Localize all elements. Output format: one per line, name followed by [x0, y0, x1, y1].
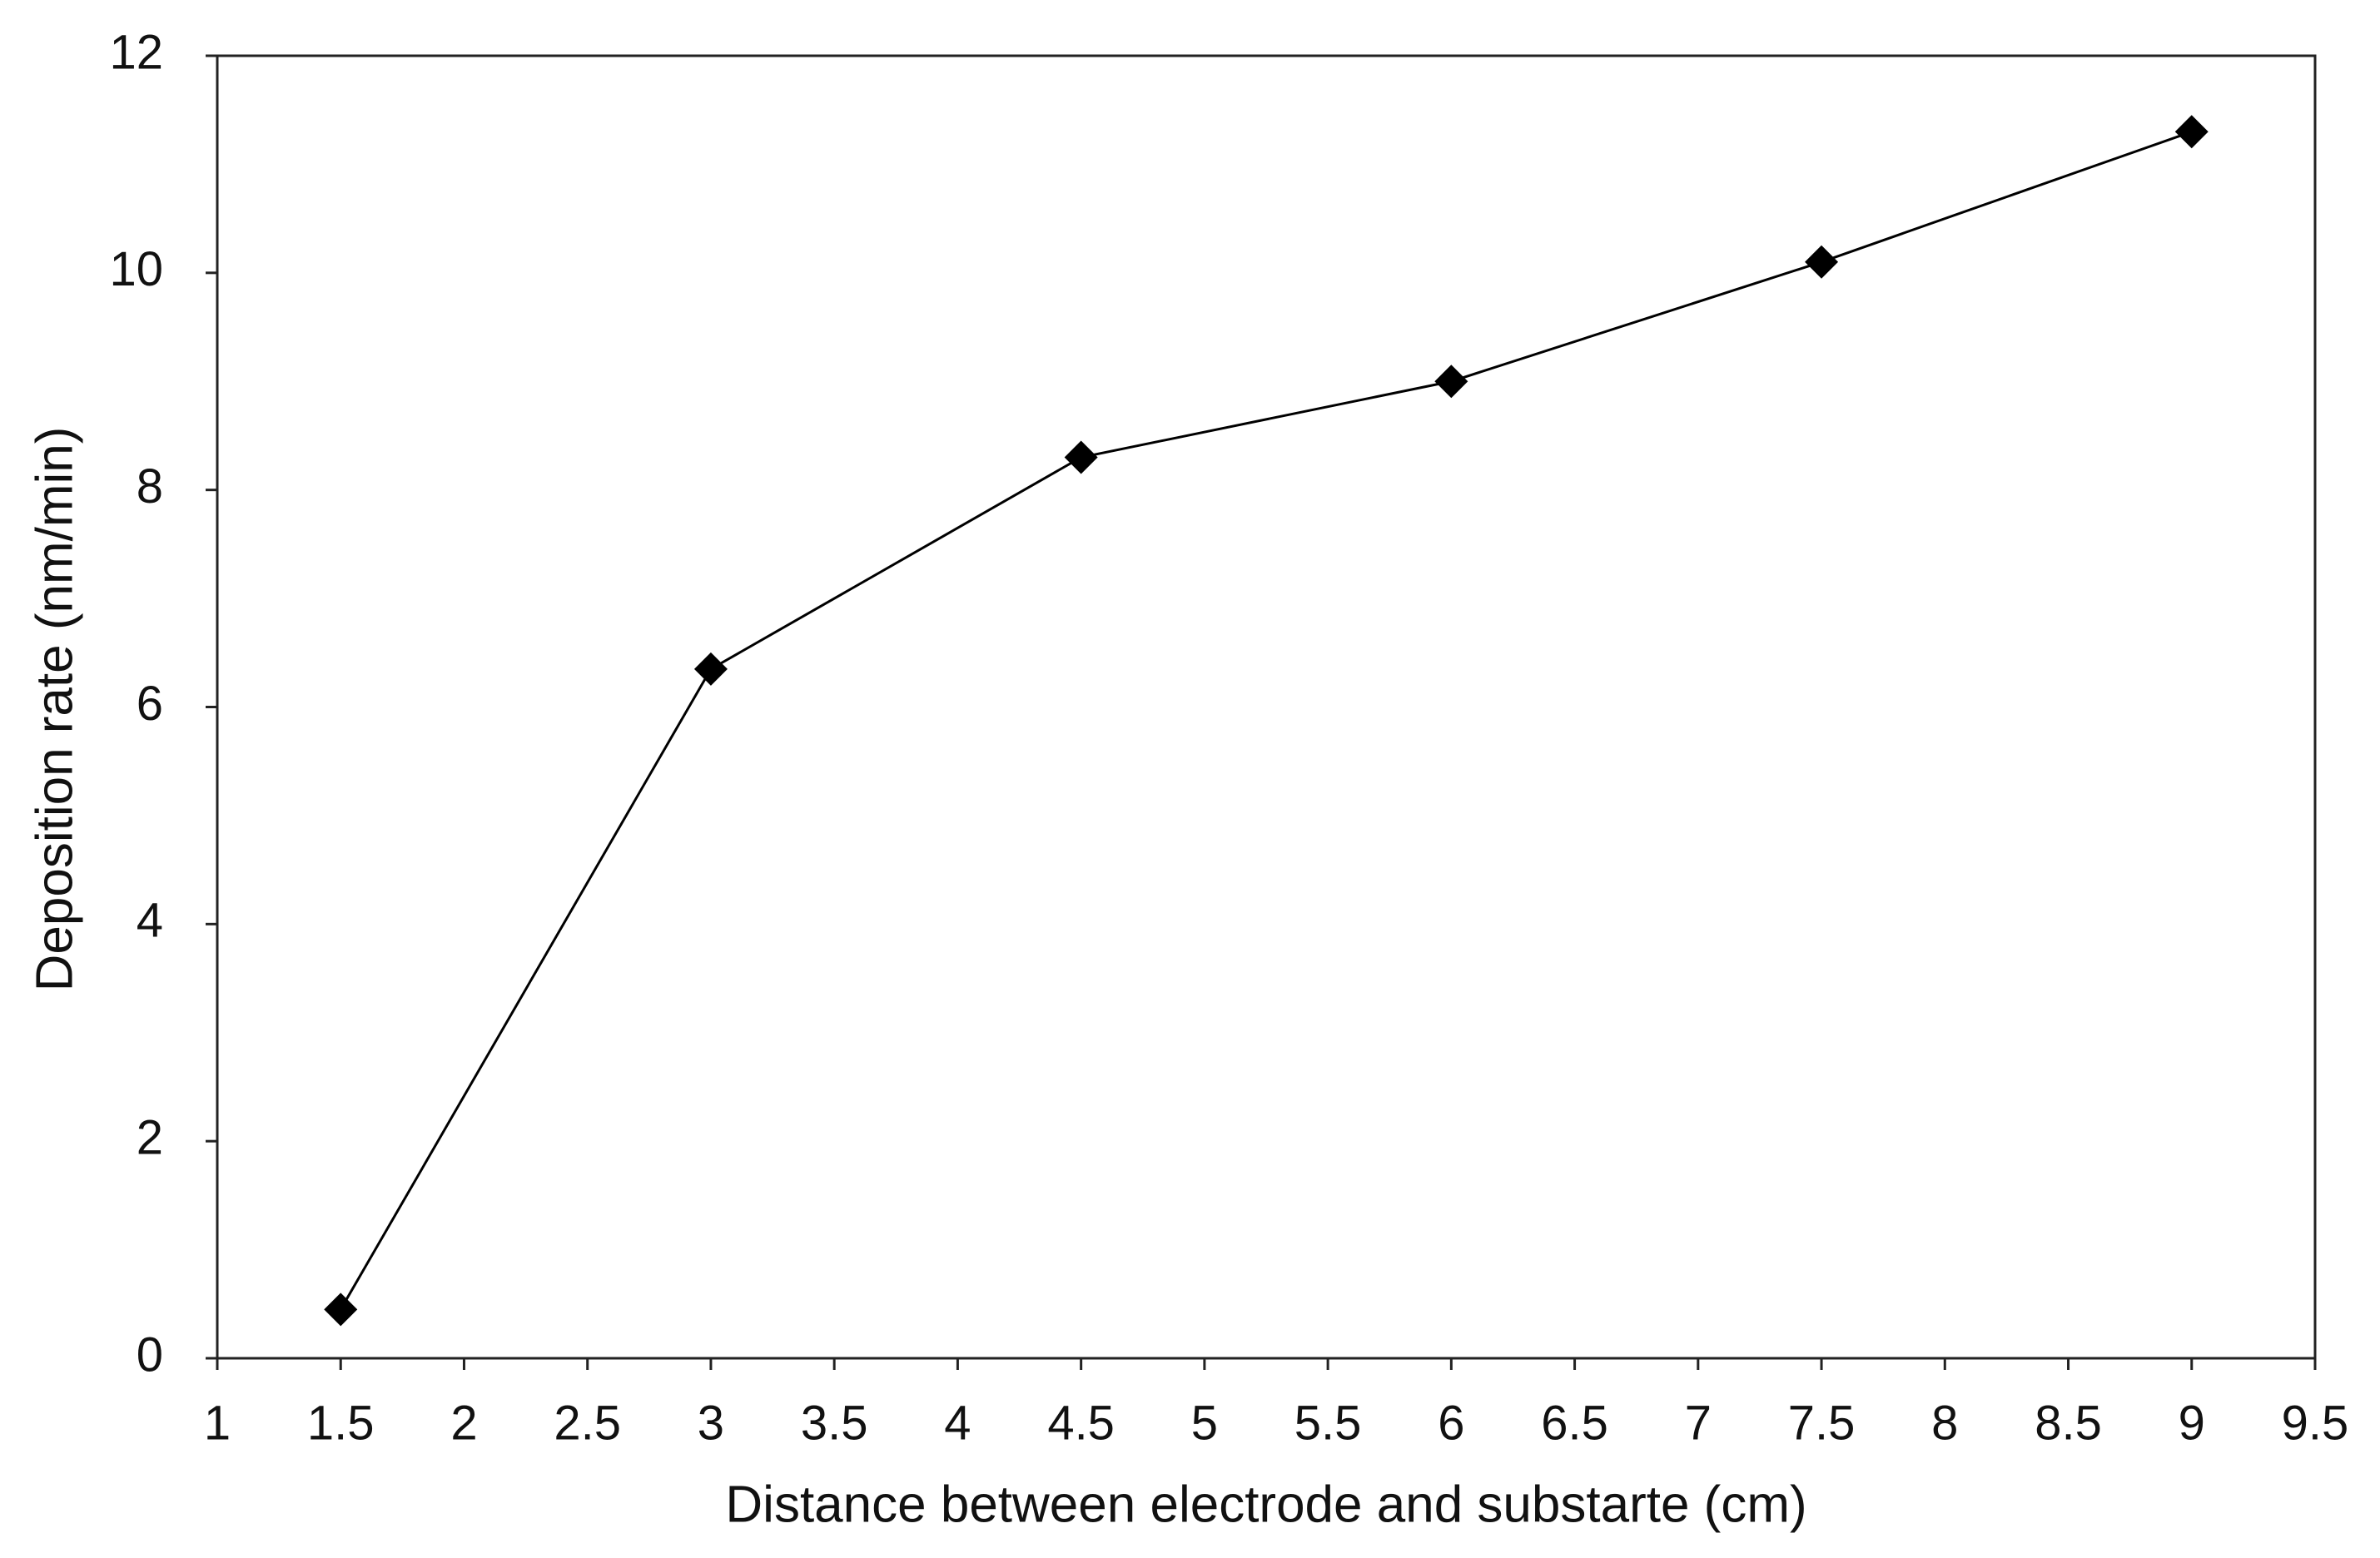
y-tick-label: 10: [109, 242, 163, 296]
x-tick-label: 6: [1438, 1396, 1464, 1450]
y-tick-label: 2: [137, 1110, 163, 1164]
plot-frame: [216, 54, 2317, 1360]
x-tick-label: 2: [450, 1396, 477, 1450]
x-tick-label: 2.5: [554, 1396, 621, 1450]
x-tick-label: 8.5: [2035, 1396, 2102, 1450]
data-point: [1064, 440, 1098, 474]
x-tick-label: 3.5: [801, 1396, 868, 1450]
y-tick-label: 12: [109, 25, 163, 79]
x-tick-label: 5.5: [1294, 1396, 1362, 1450]
x-tick-label: 5: [1191, 1396, 1218, 1450]
data-point: [693, 652, 728, 686]
y-tick-label: 4: [137, 894, 163, 948]
x-tick-label: 4.5: [1047, 1396, 1115, 1450]
x-tick-label: 7.5: [1788, 1396, 1856, 1450]
x-tick-label: 8: [1931, 1396, 1958, 1450]
x-tick-label: 9: [2179, 1396, 2205, 1450]
x-tick-label: 4: [944, 1396, 971, 1450]
data-line: [339, 130, 2193, 1311]
y-axis-label: Deposition rate (nm/min): [26, 427, 83, 992]
x-tick-label: 7: [1685, 1396, 1712, 1450]
y-tick-label: 0: [137, 1327, 163, 1382]
x-tick-label: 3: [698, 1396, 724, 1450]
data-point: [1434, 365, 1468, 399]
y-tick-label: 8: [137, 459, 163, 514]
x-tick-label: 1.5: [307, 1396, 375, 1450]
data-point: [2174, 115, 2209, 149]
x-tick-label: 1: [204, 1396, 231, 1450]
x-tick-label: 6.5: [1541, 1396, 1608, 1450]
x-axis-label: Distance between electrode and substarte…: [725, 1476, 1806, 1533]
x-tick-label: 9.5: [2282, 1396, 2349, 1450]
data-point: [324, 1293, 358, 1327]
data-point: [1805, 245, 1839, 279]
y-tick-label: 6: [137, 677, 163, 731]
